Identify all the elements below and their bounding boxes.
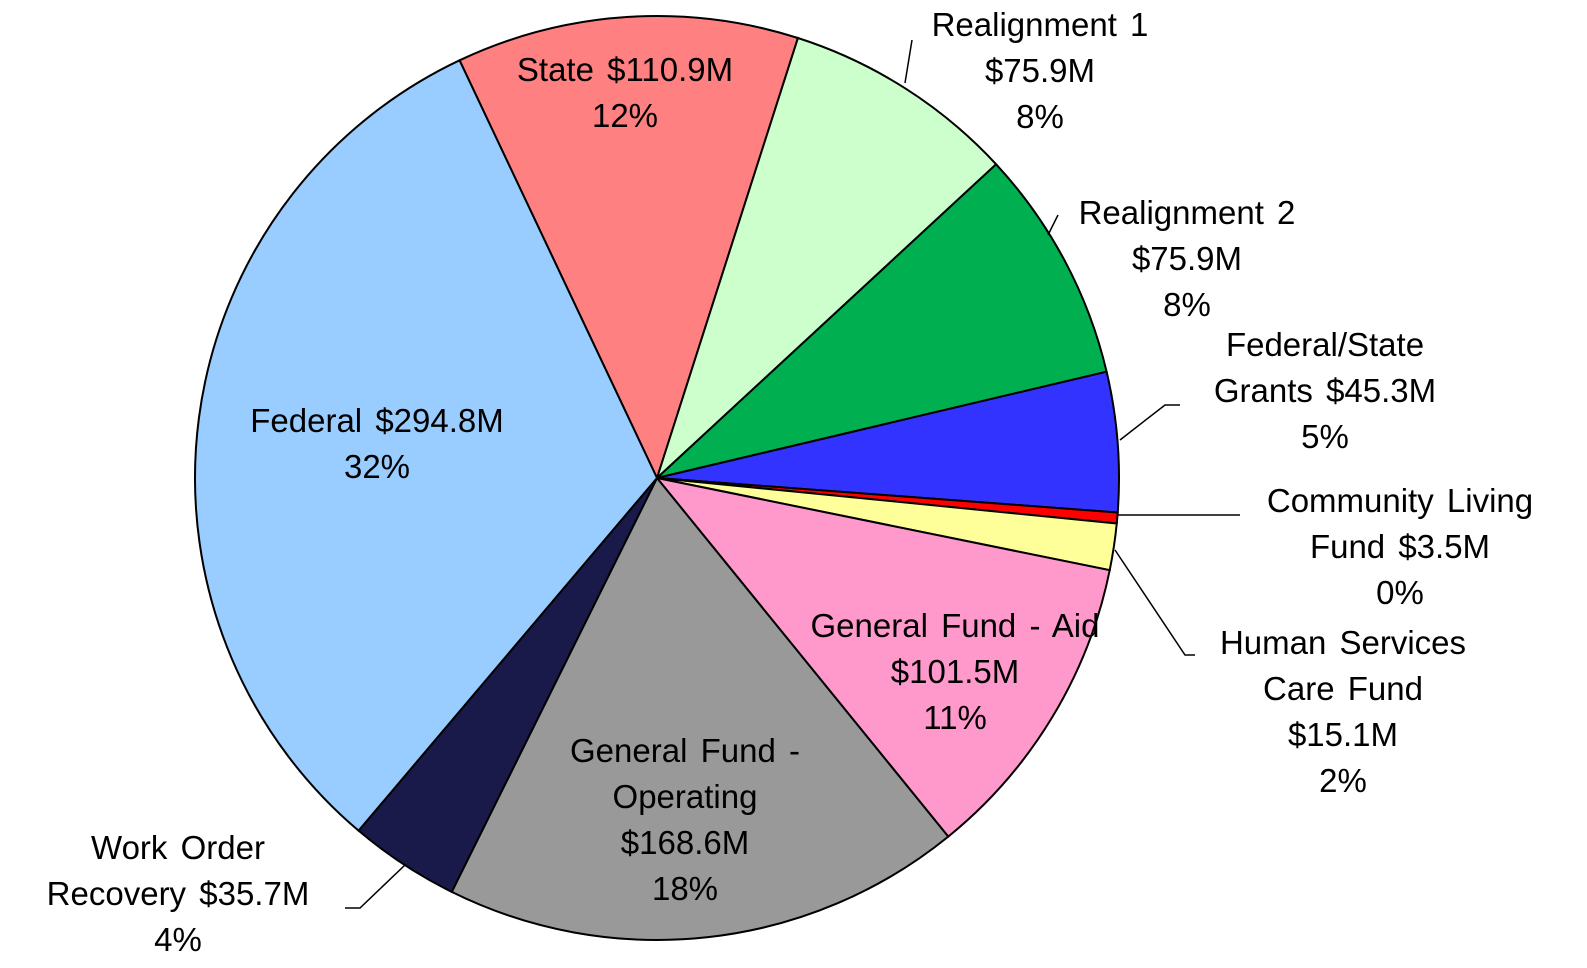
- value-label: $168.6M: [620, 824, 750, 861]
- slice-label: State $110.9M 12%: [455, 47, 795, 139]
- pie-slice: [653, 162, 1108, 480]
- category-label: Federal/State Grants: [1213, 326, 1425, 409]
- category-label: Realignment 1: [931, 6, 1149, 43]
- value-label: $35.7M: [199, 875, 310, 912]
- percent-label: 8%: [1163, 286, 1211, 323]
- leader-line: [1119, 404, 1180, 441]
- pie-slice: [450, 476, 950, 941]
- value-label: $45.3M: [1326, 372, 1437, 409]
- slice-label: Realignment 2 $75.9M 8%: [1052, 190, 1322, 328]
- slice-label: Federal $294.8M 32%: [197, 398, 557, 490]
- value-label: $75.9M: [1131, 240, 1243, 277]
- value-label: $75.9M: [984, 52, 1096, 89]
- percent-label: 8%: [1016, 98, 1064, 135]
- slice-label: Federal/State Grants $45.3M 5%: [1180, 322, 1470, 460]
- slice-label: General Fund - Operating $168.6M 18%: [540, 728, 830, 912]
- category-label: Realignment 2: [1078, 194, 1296, 231]
- slice-label: Work Order Recovery $35.7M 4%: [28, 825, 328, 963]
- percent-label: 18%: [651, 870, 719, 907]
- value-label: $110.9M: [607, 51, 734, 88]
- category-label: State: [516, 51, 594, 88]
- percent-label: 2%: [1319, 762, 1367, 799]
- value-label: $101.5M: [890, 653, 1020, 690]
- category-label: General Fund - Aid: [810, 607, 1100, 644]
- slice-label: Realignment 1 $75.9M 8%: [910, 2, 1170, 140]
- leader-line: [1047, 214, 1059, 236]
- slice-label: Community Living Fund $3.5M 0%: [1240, 478, 1560, 616]
- percent-label: 12%: [591, 97, 659, 134]
- value-label: $3.5M: [1398, 528, 1491, 565]
- category-label: Federal: [250, 402, 363, 439]
- category-label: Human Services Care Fund: [1219, 624, 1467, 707]
- category-label: Community Living Fund: [1266, 482, 1534, 565]
- leader-line: [345, 864, 406, 909]
- leader-line: [1114, 549, 1195, 656]
- value-label: $15.1M: [1287, 716, 1399, 753]
- pie-slice: [654, 36, 998, 482]
- pie-slice: [654, 476, 1111, 839]
- leader-line: [904, 39, 913, 84]
- percent-label: 32%: [343, 448, 411, 485]
- percent-label: 11%: [923, 699, 987, 736]
- pie-slice: [194, 58, 659, 833]
- percent-label: 4%: [154, 921, 202, 958]
- pie-slice: [458, 15, 800, 481]
- slice-label: General Fund - Aid $101.5M 11%: [775, 603, 1135, 741]
- slice-label: Human Services Care Fund $15.1M 2%: [1193, 620, 1493, 804]
- value-label: $294.8M: [375, 402, 504, 439]
- percent-label: 0%: [1376, 574, 1424, 611]
- category-label: General Fund - Operating: [570, 732, 800, 815]
- percent-label: 5%: [1301, 418, 1349, 455]
- category-label: Work Order Recovery: [46, 829, 265, 912]
